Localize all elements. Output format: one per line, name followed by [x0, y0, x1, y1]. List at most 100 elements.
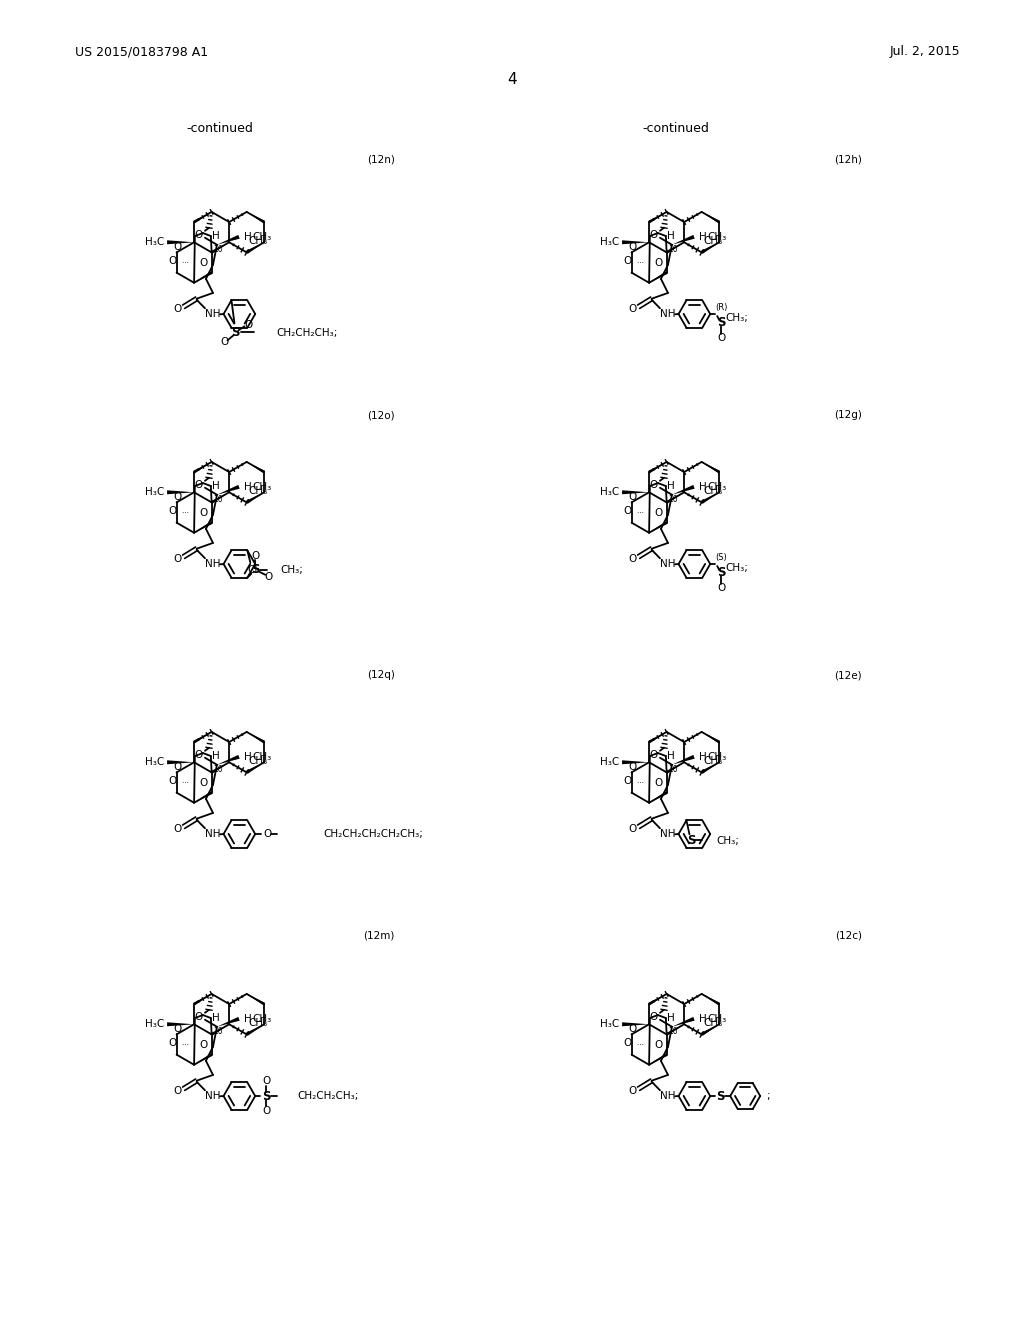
Text: O: O	[629, 1086, 637, 1096]
Polygon shape	[648, 462, 667, 474]
Text: O: O	[264, 572, 272, 582]
Text: O: O	[173, 304, 181, 314]
Text: H: H	[667, 231, 675, 242]
Text: H₃C: H₃C	[144, 758, 164, 767]
Polygon shape	[195, 272, 212, 282]
Text: O: O	[200, 777, 208, 788]
Text: O: O	[168, 256, 177, 265]
Text: H₃C: H₃C	[600, 1019, 620, 1030]
Text: (12g): (12g)	[835, 411, 862, 420]
Polygon shape	[194, 213, 212, 223]
Polygon shape	[672, 235, 694, 244]
Text: O: O	[200, 1040, 208, 1049]
Polygon shape	[195, 521, 212, 533]
Text: CH₂CH₂CH₃;: CH₂CH₂CH₃;	[276, 329, 338, 338]
Polygon shape	[700, 762, 719, 774]
Text: CH₃;: CH₃;	[725, 313, 749, 323]
Text: …: …	[181, 257, 188, 264]
Text: NH: NH	[660, 829, 676, 840]
Text: (12q): (12q)	[368, 671, 395, 680]
Polygon shape	[623, 1022, 649, 1026]
Polygon shape	[217, 484, 240, 495]
Text: O: O	[628, 1024, 637, 1035]
Text: O: O	[624, 1038, 632, 1048]
Text: O: O	[263, 829, 271, 840]
Text: O: O	[173, 763, 181, 772]
Text: S: S	[687, 834, 695, 847]
Polygon shape	[211, 243, 229, 253]
Text: H: H	[698, 1014, 707, 1024]
Text: O: O	[624, 776, 632, 785]
Polygon shape	[211, 1024, 229, 1036]
Text: S: S	[231, 326, 240, 339]
Text: NH: NH	[205, 1092, 221, 1101]
Text: -continued: -continued	[186, 121, 253, 135]
Polygon shape	[700, 243, 719, 253]
Text: O: O	[195, 479, 203, 490]
Polygon shape	[700, 492, 719, 504]
Text: O: O	[245, 321, 253, 330]
Polygon shape	[246, 762, 264, 774]
Polygon shape	[666, 762, 684, 774]
Text: …: …	[181, 507, 188, 513]
Text: Jul. 2, 2015: Jul. 2, 2015	[890, 45, 961, 58]
Polygon shape	[666, 492, 684, 504]
Text: CH₃: CH₃	[707, 482, 726, 492]
Text: O: O	[629, 553, 637, 564]
Text: …: …	[637, 777, 643, 784]
Text: H₃C: H₃C	[144, 487, 164, 498]
Text: H₃C: H₃C	[600, 758, 620, 767]
Text: H: H	[244, 752, 252, 762]
Text: CH₃: CH₃	[707, 232, 726, 242]
Text: O: O	[654, 777, 663, 788]
Text: O: O	[628, 492, 637, 503]
Text: (12m): (12m)	[364, 931, 395, 940]
Polygon shape	[246, 1024, 264, 1036]
Text: -continued: -continued	[643, 121, 710, 135]
Polygon shape	[649, 792, 668, 803]
Text: O: O	[173, 492, 181, 503]
Text: CH₃: CH₃	[252, 232, 271, 242]
Text: …: …	[181, 777, 188, 784]
Text: O: O	[200, 257, 208, 268]
Polygon shape	[167, 760, 195, 764]
Text: 4: 4	[507, 73, 517, 87]
Text: H: H	[698, 482, 707, 492]
Text: O: O	[195, 230, 203, 240]
Text: CH₃: CH₃	[249, 756, 268, 767]
Text: O: O	[173, 243, 181, 252]
Text: H: H	[244, 232, 252, 242]
Polygon shape	[167, 1022, 195, 1026]
Text: CH₃: CH₃	[252, 482, 271, 492]
Text: O: O	[650, 479, 658, 490]
Polygon shape	[672, 1016, 694, 1027]
Text: O: O	[262, 1106, 270, 1115]
Text: CH₃: CH₃	[252, 752, 271, 762]
Text: O: O	[654, 507, 663, 517]
Polygon shape	[672, 484, 694, 495]
Text: (S): (S)	[716, 553, 727, 561]
Polygon shape	[247, 994, 265, 1006]
Text: O: O	[650, 230, 658, 240]
Text: (12e): (12e)	[835, 671, 862, 680]
Text: CH₃: CH₃	[249, 1019, 268, 1028]
Text: H: H	[212, 231, 219, 242]
Polygon shape	[701, 994, 720, 1006]
Text: H: H	[244, 1014, 252, 1024]
Text: O: O	[650, 1011, 658, 1022]
Text: O: O	[628, 243, 637, 252]
Text: (12c): (12c)	[835, 931, 862, 940]
Text: O: O	[173, 1024, 181, 1035]
Polygon shape	[649, 272, 668, 282]
Text: S: S	[717, 565, 725, 578]
Polygon shape	[666, 243, 684, 253]
Text: H: H	[667, 751, 675, 762]
Text: O: O	[624, 506, 632, 516]
Polygon shape	[247, 462, 265, 474]
Text: S: S	[251, 564, 259, 577]
Polygon shape	[247, 213, 265, 223]
Text: 10: 10	[668, 766, 678, 775]
Text: O: O	[624, 256, 632, 265]
Polygon shape	[194, 731, 212, 743]
Polygon shape	[623, 490, 649, 494]
